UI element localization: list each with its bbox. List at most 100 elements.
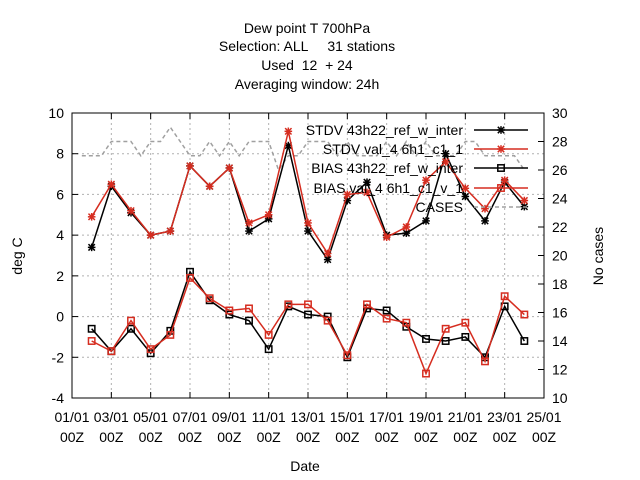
x-tick-label-time: 00Z <box>99 429 124 445</box>
x-tick-label: 25/01 <box>526 409 561 425</box>
y-axis-ticks: -4 -2 0 2 4 6 8 10 <box>48 105 78 406</box>
data-point-1 <box>343 190 352 199</box>
data-point-2 <box>264 345 273 354</box>
data-point-1 <box>500 176 509 184</box>
y2-tick-label: 14 <box>552 333 568 349</box>
data-point-1 <box>481 204 489 213</box>
data-point-1 <box>264 210 273 219</box>
chart-title: Dew point T 700hPa Selection: ALL 31 sta… <box>219 20 395 92</box>
legend-label: STDV 43h22_ref_w_inter <box>306 122 464 138</box>
x-tick-label-time: 00Z <box>178 429 203 445</box>
data-point-1 <box>87 213 96 221</box>
x-tick-label: 19/01 <box>408 409 443 425</box>
series-layer <box>81 125 529 378</box>
y2-axis-ticks: 10 12 14 16 18 20 22 24 26 28 30 <box>538 105 568 406</box>
data-point-3 <box>245 304 253 313</box>
x-tick-label-time: 00Z <box>257 429 282 445</box>
data-point-1 <box>284 127 293 136</box>
legend-marker <box>497 145 505 153</box>
data-point-2 <box>520 337 529 345</box>
x-tick-label-time: 00Z <box>375 429 400 445</box>
x-tick-label: 09/01 <box>212 409 247 425</box>
data-point-2 <box>225 310 234 319</box>
data-point-3 <box>382 314 391 323</box>
data-point-0 <box>461 192 470 201</box>
y-tick-label: -2 <box>52 349 65 365</box>
data-point-3 <box>87 337 96 345</box>
x-tick-label: 17/01 <box>369 409 404 425</box>
data-point-3 <box>225 306 234 315</box>
y2-tick-label: 28 <box>552 134 568 150</box>
y2-tick-label: 26 <box>552 162 568 178</box>
series-line-3 <box>91 276 525 376</box>
x-axis-ticks: 01/01 00Z 03/01 00Z 05/01 00Z 07/01 00Z 09/01 00Z… <box>54 113 562 445</box>
data-point-3 <box>166 330 175 339</box>
y2-tick-label: 12 <box>552 362 568 378</box>
x-tick-label-time: 00Z <box>532 429 557 445</box>
data-point-3 <box>441 324 450 333</box>
y2-tick-label: 18 <box>552 276 568 292</box>
legend-label: BIAS 43h22_ref_w_inter <box>311 160 463 176</box>
data-point-3 <box>146 345 155 354</box>
y2-tick-label: 22 <box>552 219 568 235</box>
data-point-3 <box>422 369 430 378</box>
y-tick-label: 6 <box>56 186 64 202</box>
x-tick-label: 01/01 <box>54 409 89 425</box>
data-point-2 <box>127 324 135 333</box>
legend: STDV 43h22_ref_w_inter STDV val_4 6h1_c1_… <box>306 122 528 215</box>
legend-marker <box>497 184 505 192</box>
data-point-2 <box>382 306 391 315</box>
legend-label: STDV val_4 6h1_c1_1 <box>323 141 463 157</box>
title-line-4: Averaging window: 24h <box>235 76 380 92</box>
data-point-2 <box>422 335 430 343</box>
data-point-1 <box>304 219 312 227</box>
data-point-1 <box>382 233 391 241</box>
x-tick-label-time: 00Z <box>335 429 360 445</box>
data-point-2 <box>304 310 312 319</box>
series-line-2 <box>91 270 525 360</box>
y-tick-label: 4 <box>56 227 64 243</box>
series-line-4 <box>81 125 525 172</box>
x-tick-label: 07/01 <box>172 409 207 425</box>
data-point-3 <box>127 316 135 325</box>
data-point-1 <box>127 206 135 215</box>
x-tick-label: 11/01 <box>252 409 286 425</box>
data-point-1 <box>146 231 155 239</box>
data-point-3 <box>461 318 470 327</box>
title-line-2: Selection: ALL 31 stations <box>219 38 395 54</box>
data-point-1 <box>461 184 470 193</box>
data-point-0 <box>422 217 430 225</box>
data-point-1 <box>402 223 411 231</box>
data-point-3 <box>107 347 116 356</box>
data-point-1 <box>520 196 529 205</box>
x-tick-label-time: 00Z <box>493 429 518 445</box>
data-point-1 <box>107 180 116 189</box>
data-point-2 <box>461 332 470 341</box>
data-point-3 <box>304 300 312 309</box>
data-point-3 <box>402 318 411 327</box>
data-point-1 <box>205 182 214 191</box>
data-point-3 <box>264 330 273 339</box>
data-point-0 <box>481 217 489 225</box>
data-point-1 <box>422 176 430 184</box>
data-point-1 <box>186 162 194 170</box>
x-tick-label: 21/01 <box>448 409 483 425</box>
data-point-2 <box>87 324 96 333</box>
y-tick-label: 0 <box>56 309 64 325</box>
y2-tick-label: 24 <box>552 191 568 207</box>
data-point-2 <box>441 337 450 345</box>
data-point-3 <box>343 351 352 360</box>
data-point-3 <box>284 300 293 309</box>
y-tick-label: 2 <box>56 268 64 284</box>
data-point-1 <box>225 164 234 172</box>
y2-axis-label: No cases <box>590 227 606 285</box>
x-tick-label: 15/01 <box>330 409 365 425</box>
x-tick-label-time: 00Z <box>217 429 242 445</box>
data-point-1 <box>363 188 371 197</box>
x-tick-label-time: 00Z <box>296 429 321 445</box>
y-tick-label: 8 <box>56 146 64 162</box>
y2-tick-label: 30 <box>552 105 568 121</box>
data-point-3 <box>205 294 214 303</box>
x-tick-label: 23/01 <box>487 409 522 425</box>
data-point-1 <box>441 158 450 166</box>
